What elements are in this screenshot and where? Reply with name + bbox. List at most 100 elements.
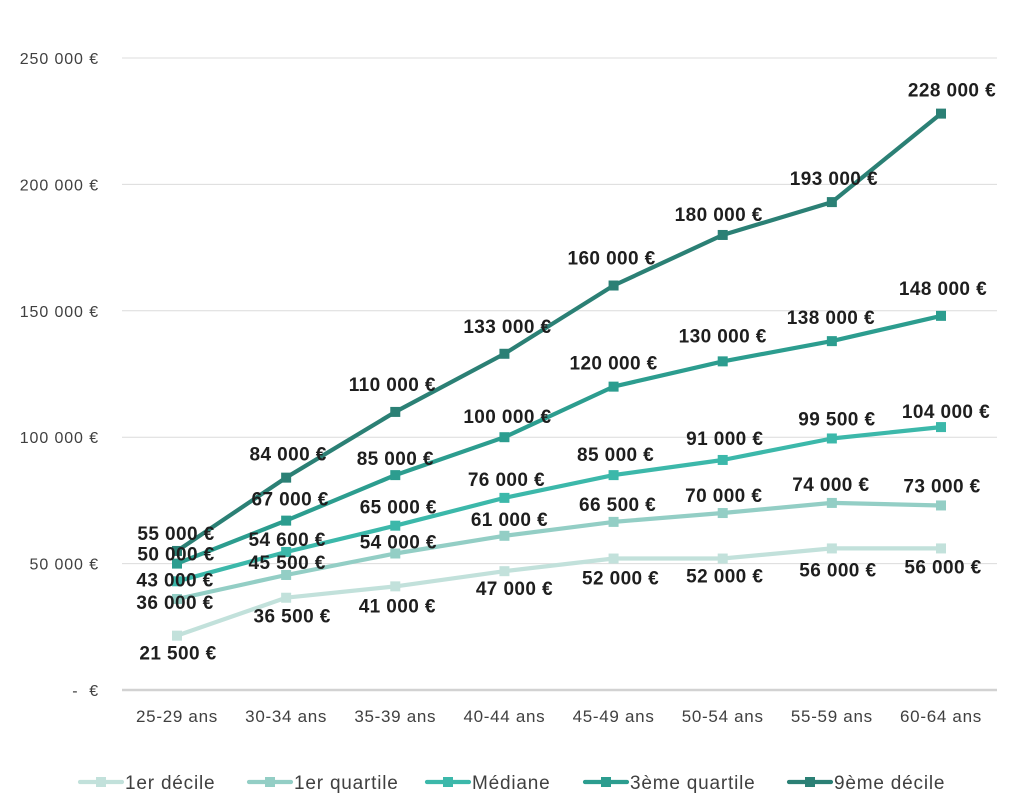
data-label-mediane: 54 600 € — [249, 530, 326, 551]
legend-label: 9ème décile — [834, 773, 945, 794]
data-point-9eme-decile — [172, 545, 182, 556]
data-point-1er-decile — [608, 553, 619, 564]
data-point-1er-quartile — [281, 569, 292, 580]
legend-swatch-marker — [265, 777, 275, 787]
data-label-3eme-quartile: 148 000 € — [899, 279, 987, 300]
series-3eme-quartile — [172, 310, 946, 569]
data-label-1er-decile: 56 000 € — [799, 560, 876, 581]
data-point-1er-quartile — [717, 508, 728, 519]
data-label-1er-quartile: 36 000 € — [136, 593, 213, 614]
data-label-3eme-quartile: 138 000 € — [787, 308, 875, 329]
data-point-1er-quartile — [826, 497, 837, 508]
data-label-3eme-quartile: 50 000 € — [137, 545, 214, 566]
legend-item-9eme-decile: 9ème décile — [786, 773, 945, 794]
series-9eme-decile — [172, 108, 946, 556]
data-point-3eme-quartile — [172, 558, 182, 569]
series-line-9eme-decile — [174, 111, 944, 554]
legend-swatch-marker — [601, 777, 611, 787]
legend-swatch-marker — [443, 777, 453, 787]
data-label-3eme-quartile: 85 000 € — [357, 449, 434, 470]
data-label-1er-decile: 52 000 € — [686, 567, 763, 588]
data-label-9eme-decile: 110 000 € — [349, 375, 436, 396]
data-point-1er-decile — [499, 566, 510, 577]
data-point-1er-decile — [936, 543, 946, 554]
data-point-3eme-quartile — [390, 470, 401, 481]
data-label-1er-decile: 41 000 € — [359, 596, 436, 617]
data-point-1er-quartile — [608, 516, 619, 527]
data-point-9eme-decile — [281, 472, 292, 483]
data-label-mediane: 43 000 € — [136, 570, 213, 591]
data-point-1er-decile — [281, 592, 292, 603]
legend-item-1er-decile: 1er décile — [77, 773, 215, 794]
x-tick-label: 55-59 ans — [791, 707, 873, 726]
series-line-1er-decile — [174, 546, 944, 638]
data-label-9eme-decile: 133 000 € — [463, 317, 551, 338]
data-label-9eme-decile: 180 000 € — [675, 205, 763, 226]
data-point-mediane — [390, 520, 401, 531]
y-tick-label: - € — [72, 683, 99, 700]
data-label-1er-quartile: 73 000 € — [903, 476, 980, 497]
data-label-9eme-decile: 193 000 € — [790, 169, 878, 190]
legend-swatch-marker — [96, 777, 106, 787]
series-1er-decile — [172, 543, 946, 641]
data-label-1er-decile: 47 000 € — [476, 579, 553, 600]
data-label-3eme-quartile: 100 000 € — [463, 407, 551, 428]
data-label-1er-quartile: 74 000 € — [792, 475, 869, 496]
data-label-mediane: 91 000 € — [686, 429, 763, 450]
data-label-9eme-decile: 160 000 € — [568, 249, 656, 270]
data-label-1er-quartile: 70 000 € — [685, 486, 762, 507]
series-line-3eme-quartile — [174, 313, 944, 566]
x-axis: 25-29 ans 30-34 ans 35-39 ans 40-44 ans 45-4… — [136, 707, 982, 726]
y-axis: 250 000 € 200 000 € 150 000 € 100 000 € 50 0… — [20, 51, 99, 700]
data-label-1er-decile: 56 000 € — [904, 557, 981, 578]
data-point-mediane — [172, 576, 182, 587]
data-point-3eme-quartile — [608, 381, 619, 392]
legend-swatch-marker — [805, 777, 815, 787]
data-label-1er-quartile: 54 000 € — [360, 532, 437, 553]
series-lines — [172, 108, 946, 641]
data-point-1er-decile — [390, 581, 401, 592]
data-point-1er-quartile — [390, 548, 401, 559]
data-point-9eme-decile — [717, 229, 728, 240]
data-label-mediane: 104 000 € — [902, 402, 990, 423]
data-point-mediane — [717, 454, 728, 465]
x-tick-label: 45-49 ans — [573, 707, 655, 726]
data-point-9eme-decile — [936, 108, 946, 119]
legend-label: 1er quartile — [294, 773, 399, 794]
x-tick-label: 25-29 ans — [136, 707, 218, 726]
legend-label: 3ème quartile — [630, 773, 756, 794]
legend-item-mediane: Médiane — [424, 773, 550, 794]
gridlines — [122, 57, 997, 692]
y-tick-label: 100 000 € — [20, 430, 99, 447]
data-label-1er-decile: 21 500 € — [139, 644, 216, 665]
data-label-3eme-quartile: 67 000 € — [252, 490, 329, 511]
data-point-3eme-quartile — [281, 515, 292, 526]
series-1er-quartile — [172, 497, 946, 604]
y-tick-label: 250 000 € — [20, 51, 99, 68]
legend-item-1er-quartile: 1er quartile — [246, 773, 399, 794]
data-label-mediane: 76 000 € — [468, 470, 545, 491]
data-label-9eme-decile: 84 000 € — [250, 445, 327, 466]
series-line-1er-quartile — [174, 500, 944, 602]
data-label-9eme-decile: 55 000 € — [137, 524, 214, 545]
data-point-9eme-decile — [608, 280, 619, 291]
series-mediane — [172, 422, 946, 587]
x-tick-label: 60-64 ans — [900, 707, 982, 726]
data-label-1er-quartile: 66 500 € — [579, 495, 656, 516]
data-label-9eme-decile: 228 000 € — [908, 81, 996, 102]
data-point-3eme-quartile — [499, 432, 510, 443]
data-label-1er-quartile: 45 500 € — [249, 553, 326, 574]
legend-item-3eme-quartile: 3ème quartile — [582, 773, 756, 794]
data-label-3eme-quartile: 120 000 € — [570, 354, 658, 375]
x-tick-label: 50-54 ans — [682, 707, 764, 726]
data-point-1er-decile — [826, 543, 837, 554]
data-point-1er-quartile — [499, 530, 510, 541]
data-labels: 21 500 € 36 500 € 41 000 € 47 000 € 52 000 €… — [136, 81, 996, 665]
data-point-3eme-quartile — [717, 356, 728, 367]
data-point-mediane — [608, 470, 619, 481]
data-point-1er-quartile — [936, 500, 946, 511]
data-point-mediane — [499, 492, 510, 503]
series-line-mediane — [174, 425, 944, 584]
data-point-mediane — [936, 422, 946, 433]
